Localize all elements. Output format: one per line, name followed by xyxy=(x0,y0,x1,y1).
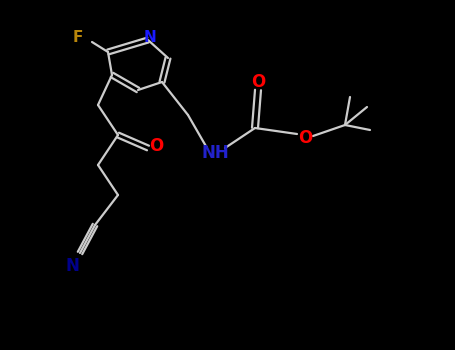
Text: N: N xyxy=(65,257,79,275)
Text: O: O xyxy=(298,129,312,147)
Text: O: O xyxy=(149,137,163,155)
Text: O: O xyxy=(251,73,265,91)
Text: NH: NH xyxy=(201,144,229,162)
Text: F: F xyxy=(73,30,83,46)
Text: N: N xyxy=(144,30,157,46)
